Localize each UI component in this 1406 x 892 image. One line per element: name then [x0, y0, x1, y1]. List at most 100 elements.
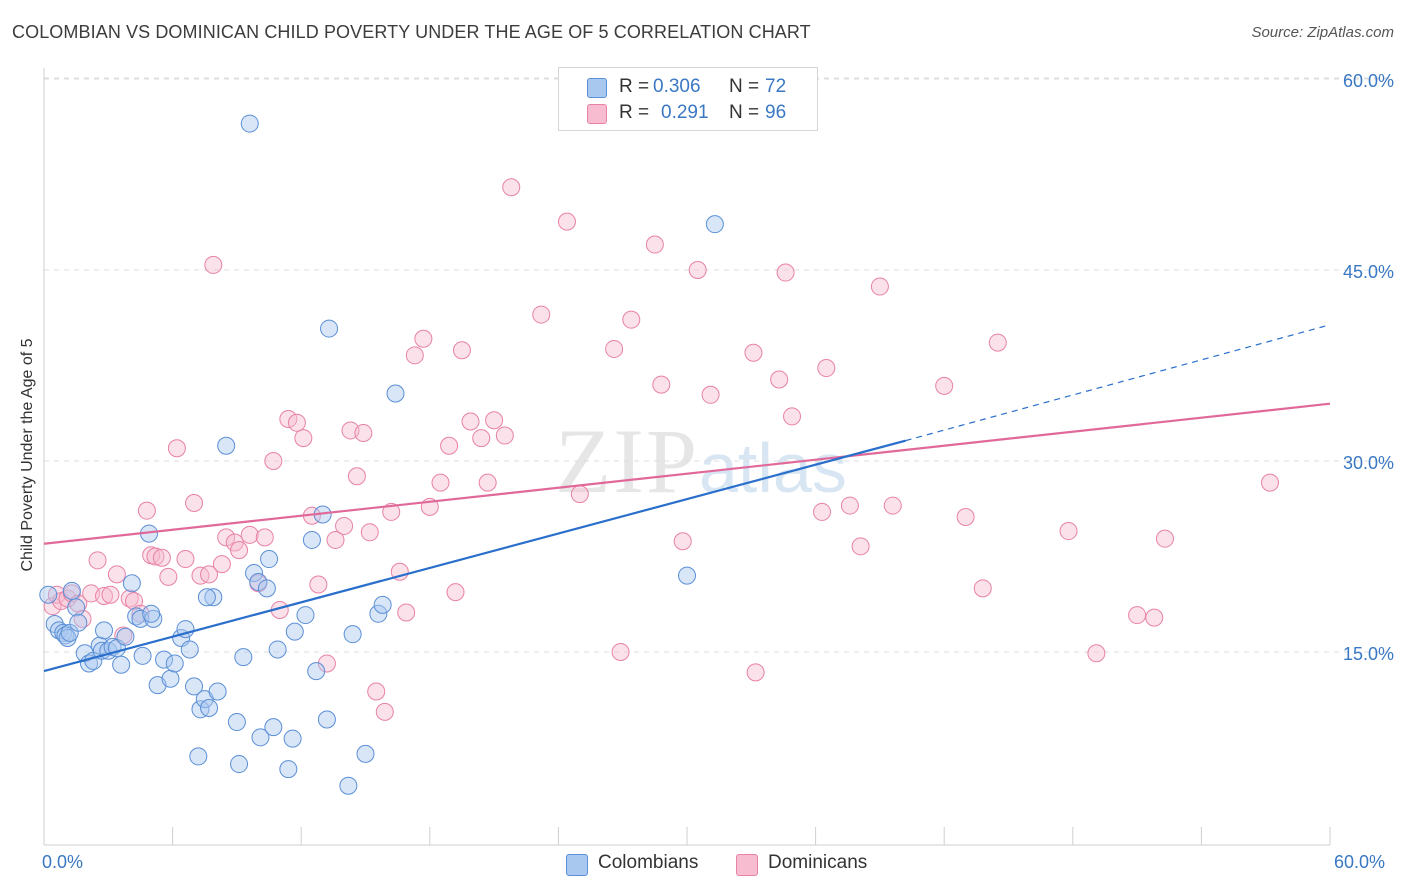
colombian-point: [234, 648, 253, 667]
dominican-point: [200, 565, 219, 584]
dominican-point: [701, 385, 720, 404]
dominicans-trend-line: [43, 402, 1331, 545]
legend-n-label: N =: [729, 76, 760, 97]
colombian-point: [705, 215, 724, 234]
colombian-point: [356, 744, 375, 763]
dominican-point: [212, 555, 231, 574]
dominican-point: [746, 663, 765, 682]
legend-swatch-colombians: [587, 78, 607, 98]
colombian-point: [204, 588, 223, 607]
dominican-point: [360, 523, 379, 542]
dominican-point: [440, 436, 459, 455]
dominican-point: [326, 530, 345, 549]
colombian-point: [386, 384, 405, 403]
colombian-point: [200, 699, 219, 718]
dominican-point: [688, 261, 707, 279]
bottom-legend-swatch-dominicans: [736, 854, 758, 876]
colombian-point: [320, 319, 339, 338]
colombian-point: [285, 622, 304, 641]
y-tick-label: 15.0%: [1342, 644, 1394, 664]
colombian-point: [95, 621, 114, 640]
colombian-point: [185, 677, 204, 696]
colombian-point: [343, 625, 362, 644]
dominican-point: [744, 343, 763, 362]
x-tick-label-max: 60.0%: [1334, 852, 1386, 872]
colombian-point: [302, 530, 321, 549]
legend-r-label: R =: [619, 76, 650, 97]
dominican-point: [287, 413, 306, 432]
colombian-point: [227, 713, 246, 732]
dominican-point: [347, 467, 366, 486]
dominican-point: [870, 277, 889, 296]
dominican-point: [335, 516, 354, 535]
colombian-point: [283, 729, 302, 748]
dominican-point: [817, 359, 836, 378]
dominican-point: [813, 502, 832, 521]
dominican-point: [240, 525, 259, 544]
dominican-point: [956, 508, 975, 527]
colombians-trend-line: [43, 439, 906, 673]
dominican-point: [461, 412, 480, 431]
legend-n-value: 72: [765, 76, 787, 97]
trend-lines: [43, 324, 1331, 673]
dominican-point: [230, 541, 249, 560]
bottom-legend-label-dominicans: Dominicans: [768, 852, 868, 873]
dominican-point: [605, 339, 624, 358]
colombian-point: [279, 760, 298, 779]
dominican-point: [611, 643, 630, 661]
dominican-point: [159, 567, 178, 586]
colombian-point: [307, 662, 326, 681]
dominican-point: [1260, 473, 1279, 492]
colombians-points: [39, 114, 724, 795]
dominican-point: [95, 586, 114, 605]
y-tick-label: 60.0%: [1342, 71, 1394, 91]
dominican-point: [397, 603, 416, 622]
colombian-point: [268, 640, 287, 659]
legend-r-value: 0.306: [653, 76, 701, 97]
dominican-point: [294, 429, 313, 448]
x-tick-label-min: 0.0%: [42, 852, 84, 872]
dominican-point: [1059, 522, 1078, 541]
dominican-point: [107, 565, 126, 584]
colombian-point: [251, 728, 270, 747]
dominican-point: [167, 439, 186, 458]
dominican-point: [43, 597, 62, 616]
legend-r-value: 0.291: [661, 102, 709, 123]
y-tick-label: 45.0%: [1342, 262, 1394, 282]
dominican-point: [645, 235, 664, 254]
legend-n-value: 96: [765, 102, 787, 123]
colombians-trend-extension: [905, 324, 1331, 442]
watermark-atlas: atlas: [699, 429, 847, 507]
dominican-point: [152, 548, 171, 567]
colombian-point: [317, 710, 336, 729]
colombian-point: [165, 654, 184, 673]
dominican-point: [101, 585, 120, 604]
dominican-point: [405, 346, 424, 365]
colombian-point: [116, 627, 135, 646]
colombian-point: [122, 574, 141, 593]
dominican-point: [883, 496, 902, 515]
dominican-point: [783, 407, 802, 426]
dominican-point: [851, 537, 870, 556]
dominican-point: [472, 429, 491, 448]
dominican-point: [1145, 608, 1164, 627]
dominican-point: [375, 702, 394, 721]
dominican-point: [414, 329, 433, 348]
dominican-point: [485, 411, 504, 430]
source-label: Source: ZipAtlas.com: [1251, 24, 1394, 41]
colombian-point: [112, 655, 131, 674]
colombian-point: [245, 564, 264, 583]
dominican-point: [478, 473, 497, 492]
dominican-point: [185, 494, 204, 513]
dominican-point: [446, 583, 465, 602]
dominican-point: [382, 502, 401, 521]
dominican-point: [673, 532, 692, 551]
colombian-point: [197, 588, 216, 607]
colombian-point: [264, 718, 283, 737]
dominican-point: [452, 341, 471, 360]
dominican-point: [88, 551, 107, 570]
legend-swatch-dominicans: [587, 104, 607, 124]
dominican-point: [176, 550, 195, 569]
dominican-point: [840, 496, 859, 515]
y-tick-label: 30.0%: [1342, 453, 1394, 473]
